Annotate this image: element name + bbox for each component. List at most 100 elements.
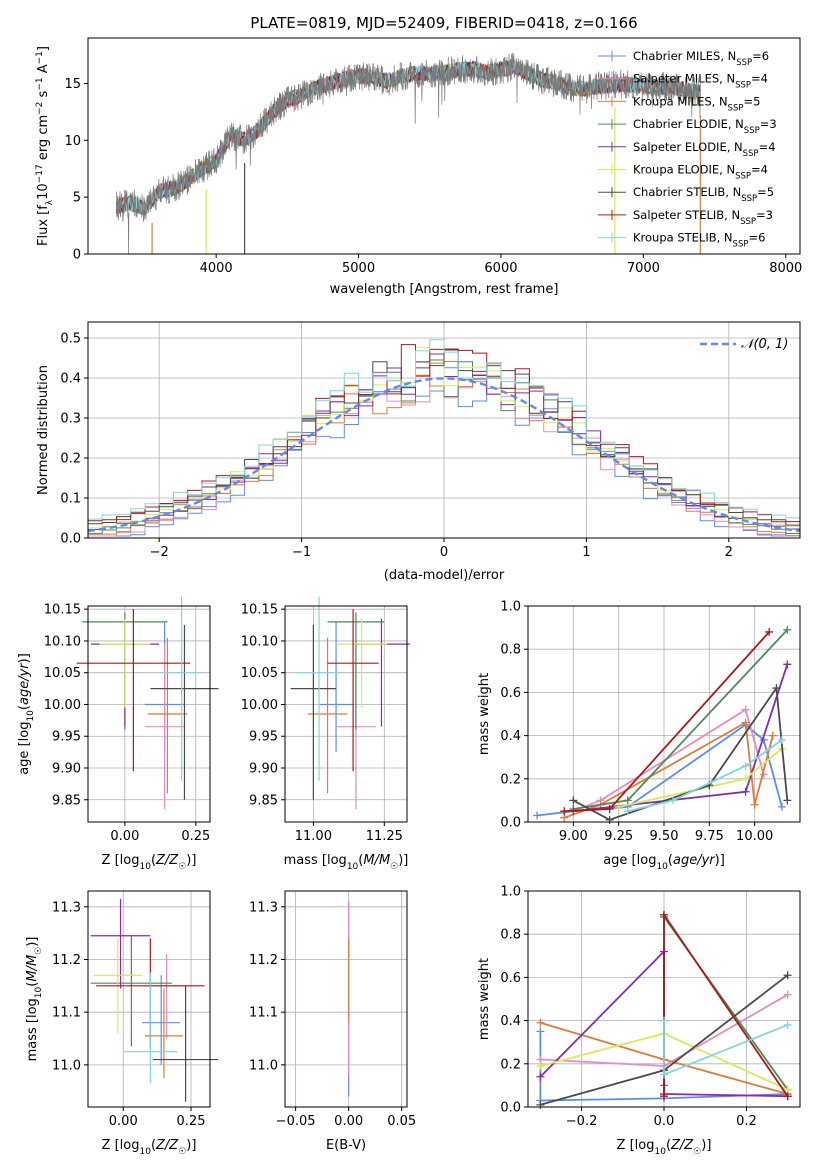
legend-entry: Salpeter MILES, NSSP=4 [633, 72, 768, 91]
weight-marker [605, 805, 614, 814]
legend-entry: Chabrier ELODIE, NSSP=3 [633, 117, 777, 136]
y-tick-label: 10.00 [44, 698, 81, 713]
weight-marker [768, 731, 777, 740]
y-tick-label: 10.05 [241, 666, 278, 681]
y-tick-label: 9.85 [249, 793, 278, 808]
weight-marker [783, 625, 792, 634]
y-tick-label: 0.5 [60, 332, 81, 347]
x-tick-label: 9.75 [695, 829, 724, 844]
weight-marker [741, 705, 750, 714]
legend-entry: Kroupa MILES, NSSP=5 [633, 94, 760, 113]
y-tick-label: 9.95 [52, 730, 81, 745]
weight-marker [623, 807, 632, 816]
x-tick-label: 9.50 [650, 829, 679, 844]
y-tick-label: 0.4 [500, 729, 521, 744]
normal-curve [88, 377, 800, 533]
mass-Z-panel: 0.00 0.25 11.0 11.1 11.2 11.3 Z [log10(Z/Z☉)] m… [25, 890, 219, 1157]
x-tick-label: −1 [292, 545, 311, 560]
weight-marker [783, 660, 792, 669]
y-tick-label: 10.05 [44, 666, 81, 681]
x-tick-label: 2 [725, 545, 733, 560]
y-tick-label: 5 [73, 191, 81, 206]
y-tick-label: 11.2 [52, 953, 81, 968]
x-axis-label: E(B-V) [326, 1138, 366, 1153]
y-tick-label: 11.0 [249, 1058, 278, 1073]
y-tick-label: 0.2 [500, 1057, 521, 1072]
y-tick-label: 11.1 [249, 1006, 278, 1021]
weight-marker [741, 718, 750, 727]
error-bar-point [327, 609, 379, 772]
y-tick-label: 1.0 [500, 600, 521, 615]
legend-entry: Chabrier STELIB, NSSP=5 [633, 185, 774, 204]
weight-marker [536, 1018, 545, 1027]
y-tick-label: 0.8 [500, 643, 521, 658]
error-bar-point [144, 988, 183, 1079]
spectrum-frame [87, 37, 801, 255]
y-tick-label: 10 [64, 134, 81, 149]
error-bar-point [153, 985, 219, 1102]
weight-marker [783, 1092, 792, 1101]
y-tick-label: 0.0 [500, 1101, 521, 1116]
weight-marker [536, 1072, 545, 1081]
weight-marker [660, 910, 668, 919]
error-bar-point [90, 898, 151, 989]
y-tick-label: 11.3 [249, 900, 278, 915]
x-axis-label: (data-model)/error [384, 568, 505, 583]
x-tick-label: 0.00 [334, 1114, 363, 1129]
y-tick-label: 10.15 [241, 603, 278, 618]
y-tick-label: 0.0 [500, 816, 521, 831]
weight-Z-plot-area [536, 910, 792, 1109]
weight-marker [765, 627, 774, 636]
error-bar-point [150, 625, 219, 800]
mass-EBV-frame [284, 890, 408, 1108]
error-bar-point [147, 954, 186, 1039]
error-bar-point [290, 625, 337, 800]
x-tick-label: 7000 [627, 261, 660, 276]
weight-series-7 [564, 631, 770, 813]
x-axis-label: Z [log10(Z/Z☉)] [617, 1138, 712, 1157]
x-tick-label: −0.05 [276, 1114, 316, 1129]
age-Z-frame [87, 605, 211, 823]
weight-age-plot-area [533, 625, 792, 824]
weight-Z-panel: −0.2 0.0 0.2 0.0 0.2 0.4 0.6 0.8 1.0 Z [log10(Z/Z… [477, 885, 801, 1157]
x-tick-label: 9.25 [604, 829, 633, 844]
error-bar-point [327, 612, 385, 730]
x-tick-label: 10.00 [736, 829, 773, 844]
error-bar-point [296, 596, 342, 781]
y-tick-label: 0.6 [500, 971, 521, 986]
y-tick-label: 10.00 [241, 698, 278, 713]
x-tick-label: 4000 [200, 261, 233, 276]
x-axis-label: Z [log10(Z/Z☉)] [102, 853, 197, 872]
error-bar-point [123, 972, 178, 1084]
y-tick-label: 1.0 [500, 885, 521, 900]
weight-marker [777, 802, 786, 811]
y-axis-label: mass weight [477, 958, 492, 1040]
y-tick-label: 15 [64, 77, 81, 92]
y-tick-label: 11.1 [52, 1006, 81, 1021]
observed-spectrum [116, 52, 701, 254]
x-tick-label: 6000 [484, 261, 517, 276]
residuals-plot-area [88, 339, 800, 538]
weight-marker [605, 815, 614, 824]
age-Z-panel: 0.00 0.25 9.85 9.90 9.95 10.00 10.05 10.10 10.15… [17, 596, 219, 872]
weight-marker [560, 807, 569, 816]
residual-histogram-8 [88, 339, 800, 538]
x-axis-label: mass [log10(M/M☉)] [284, 853, 409, 872]
legend-entry: Salpeter STELIB, NSSP=3 [633, 208, 773, 227]
x-tick-label: 11.00 [295, 829, 332, 844]
error-bar-point [142, 975, 181, 1065]
age-mass-frame [284, 605, 408, 823]
y-tick-label: 11.2 [249, 953, 278, 968]
y-tick-label: 9.90 [249, 762, 278, 777]
weight-marker [536, 1061, 545, 1070]
error-bar-point [90, 935, 173, 1047]
x-axis-label: wavelength [Angstrom, rest frame] [330, 282, 559, 297]
weight-series-4 [573, 664, 789, 813]
x-axis-label: Z [log10(Z/Z☉)] [102, 1138, 197, 1157]
mass-Z-plot-area [90, 898, 219, 1102]
x-tick-label: 5000 [342, 261, 375, 276]
y-tick-label: 0 [73, 248, 81, 263]
chart-title: PLATE=0819, MJD=52409, FIBERID=0418, z=0… [250, 14, 637, 32]
weight-marker [660, 1016, 668, 1025]
